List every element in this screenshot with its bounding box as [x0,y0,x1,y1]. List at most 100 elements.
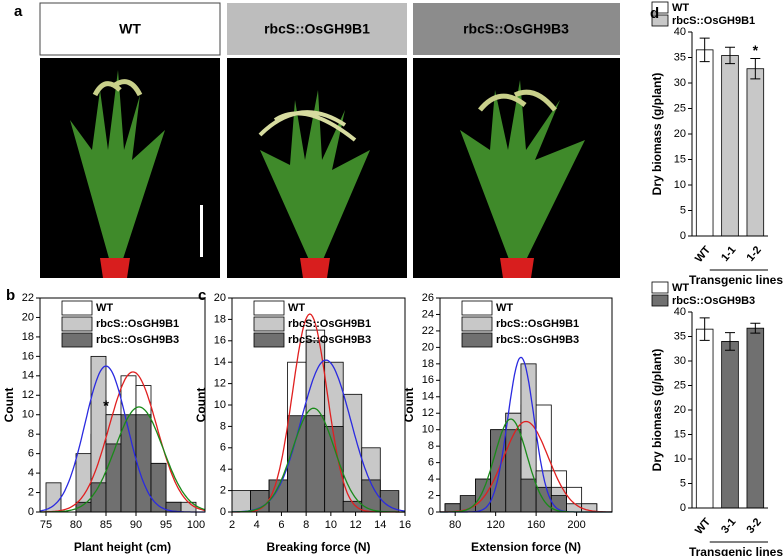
y-tick-label: 12 [214,378,226,390]
y-tick-label: 2 [28,486,34,498]
legend-swatch [61,300,93,316]
error-bar [750,58,761,80]
legend-swatch [651,281,669,294]
plant [70,70,203,278]
x-tick-label: 4 [254,519,260,531]
y-tick-label: 4 [28,467,34,479]
x-tick-label: 160 [527,519,545,531]
y-axis-label: Count [2,388,16,423]
legend-label: WT [96,302,113,314]
y-tick-label: 16 [214,335,226,347]
legend-label: rbcS::OsGH9B1 [96,318,179,330]
annotation: * [103,398,109,415]
y-tick-label: 8 [28,428,34,440]
y-tick-label: 0 [680,230,686,242]
legend-swatch [253,316,285,332]
x-tick-label: 16 [399,519,411,531]
y-tick-label: 10 [674,453,686,465]
y-tick-label: 2 [428,489,434,501]
y-tick-label: 15 [674,153,686,165]
y-tick-label: 20 [214,292,226,304]
x-tick-label: 2 [229,519,235,531]
legend-label: rbcS::OsGH9B1 [288,318,371,330]
fit-curve [232,407,405,513]
bar [746,327,765,509]
histogram-bar [231,490,251,513]
histogram-bar [566,503,583,513]
y-tick-label: 35 [674,330,686,342]
histogram-bar [287,415,307,513]
photo-title: rbcS::OsGH9B1 [264,21,370,37]
y-tick-label: 6 [28,448,34,460]
y-tick-label: 22 [22,292,34,304]
legend-label: rbcS::OsGH9B3 [288,334,371,346]
legend-label: rbcS::OsGH9B1 [496,318,579,330]
y-tick-label: 10 [674,179,686,191]
bar [695,49,714,237]
legend-swatch [253,332,285,348]
y-tick-label: 30 [674,77,686,89]
fit-curve [40,406,206,513]
y-tick-label: 30 [674,355,686,367]
y-tick-label: 20 [674,128,686,140]
legend-swatch [61,332,93,348]
bar [746,68,765,237]
plot-frame [439,297,613,513]
histogram-bar [520,478,537,513]
x-axis-label: Plant height (cm) [74,540,171,554]
x-tick-label: 75 [40,519,52,531]
legend-label: rbcS::OsGH9B3 [96,334,179,346]
x-tick-label: 3-2 [744,516,763,536]
legend-label: WT [496,302,513,314]
y-axis-label: Count [402,388,416,423]
x-tick-label: WT [693,516,713,537]
x-tick-label: 10 [325,519,337,531]
x-tick-label: 3-1 [719,516,738,536]
histogram-bar [135,414,152,513]
x-tick-label: 80 [449,519,461,531]
y-tick-label: 10 [422,424,434,436]
y-tick-label: 10 [214,399,226,411]
plot-frame [39,297,206,513]
y-tick-label: 8 [428,440,434,452]
x-tick-label: 200 [567,519,585,531]
x-tick-label: 80 [70,519,82,531]
panel-label: b [6,287,15,304]
y-tick-label: 4 [428,473,434,485]
y-tick-label: 14 [22,370,34,382]
legend-swatch [651,1,669,14]
panel-label: d [650,5,659,22]
legend-swatch [461,332,493,348]
x-axis-label: Breaking force (N) [266,540,370,554]
histogram-bar [268,479,289,513]
legend-label: rbcS::OsGH9B3 [496,334,579,346]
legend-label: rbcS::OsGH9B1 [672,15,755,27]
legend-swatch [461,316,493,332]
y-tick-label: 5 [680,204,686,216]
bar [721,55,739,237]
histogram-bar [45,482,62,513]
x-tick-label: 12 [349,519,361,531]
error-bar [725,332,735,351]
error-bar [699,37,710,63]
y-tick-label: 15 [674,428,686,440]
y-tick-label: 6 [220,442,226,454]
y-tick-label: 0 [428,506,434,518]
y-tick-label: 25 [674,102,686,114]
y-tick-label: 16 [22,350,34,362]
legend-label: WT [672,282,689,294]
y-tick-label: 2 [220,485,226,497]
y-tick-label: 18 [214,313,226,325]
photo-panel: a WT rbcS::OsGH9B1 rbcS::OsGH9B3 [14,2,620,278]
y-tick-label: 12 [422,407,434,419]
histogram-bar [305,415,326,513]
legend-swatch [61,316,93,332]
legend-swatch [651,14,669,27]
y-tick-label: 26 [422,292,434,304]
y-tick-label: 20 [674,404,686,416]
plant [460,80,585,278]
photo-header [39,2,221,56]
y-tick-label: 22 [422,325,434,337]
annotation: * [753,42,759,58]
photo-title: rbcS::OsGH9B3 [463,21,569,37]
